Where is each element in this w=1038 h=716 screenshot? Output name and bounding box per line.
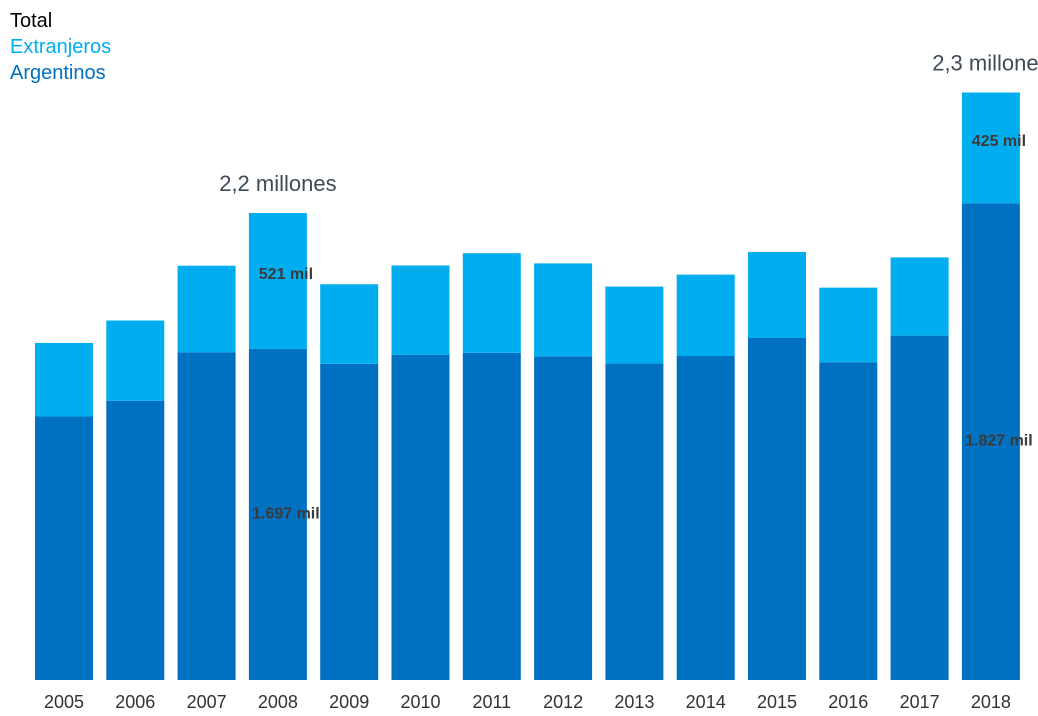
bar-extranjeros-2018	[961, 92, 1020, 204]
bar-argentinos-2013	[605, 363, 664, 680]
x-tick-label: 2016	[828, 692, 868, 712]
bar-extranjeros-2017	[890, 257, 949, 336]
legend-item-total: Total	[10, 10, 53, 32]
bar-extranjeros-2013	[605, 286, 664, 364]
bar-extranjeros-2005	[35, 342, 93, 417]
legend: Total Extranjeros Argentinos	[10, 8, 111, 86]
x-tick-label: 2007	[187, 692, 227, 712]
bar-argentinos-2006	[106, 400, 165, 680]
bar-argentinos-2016	[819, 362, 878, 680]
bar-argentinos-2018	[961, 203, 1020, 681]
x-tick-label: 2009	[329, 692, 369, 712]
bar-argentinos-2007	[177, 352, 236, 680]
bar-argentinos-2015	[748, 338, 806, 680]
x-tick-label: 2008	[258, 692, 298, 712]
legend-item-argentinos: Argentinos	[10, 62, 106, 84]
bar-argentinos-2009	[320, 363, 379, 680]
x-tick-label: 2010	[400, 692, 440, 712]
bar-argentinos-2012	[534, 356, 593, 680]
segment-label-extranjeros-2008: 521 mil	[259, 266, 313, 283]
x-tick-label: 2006	[115, 692, 155, 712]
total-label-2008: 2,2 millones	[219, 171, 336, 196]
bar-extranjeros-2011	[462, 253, 521, 353]
bar-extranjeros-2015	[748, 251, 806, 338]
segment-label-argentinos-2018: 1.827 mil	[965, 433, 1033, 450]
bar-extranjeros-2014	[676, 274, 735, 356]
bar-extranjeros-2016	[819, 287, 878, 363]
x-tick-label: 2013	[614, 692, 654, 712]
x-tick-label: 2012	[543, 692, 583, 712]
bar-extranjeros-2010	[391, 265, 450, 355]
bar-extranjeros-2008	[248, 213, 307, 349]
bar-extranjeros-2012	[534, 263, 593, 357]
x-tick-label: 2014	[686, 692, 726, 712]
legend-item-extranjeros: Extranjeros	[10, 36, 112, 58]
x-tick-label: 2005	[44, 692, 84, 712]
bar-argentinos-2017	[890, 335, 949, 680]
bar-extranjeros-2007	[177, 265, 236, 353]
total-label-2018: 2,3 millones	[932, 51, 1038, 76]
bar-extranjeros-2006	[106, 320, 165, 401]
x-tick-label: 2018	[971, 692, 1011, 712]
x-tick-label: 2011	[472, 692, 511, 712]
bar-argentinos-2005	[35, 416, 93, 680]
bar-extranjeros-2009	[320, 284, 379, 364]
x-tick-label: 2015	[757, 692, 797, 712]
bar-argentinos-2014	[676, 356, 735, 680]
segment-label-extranjeros-2018: 425 mil	[972, 133, 1026, 150]
bar-argentinos-2010	[391, 354, 450, 680]
bar-argentinos-2011	[462, 352, 521, 680]
bar-argentinos-2008	[248, 348, 307, 680]
segment-label-argentinos-2008: 1.697 mil	[252, 505, 320, 522]
x-tick-label: 2017	[900, 692, 940, 712]
